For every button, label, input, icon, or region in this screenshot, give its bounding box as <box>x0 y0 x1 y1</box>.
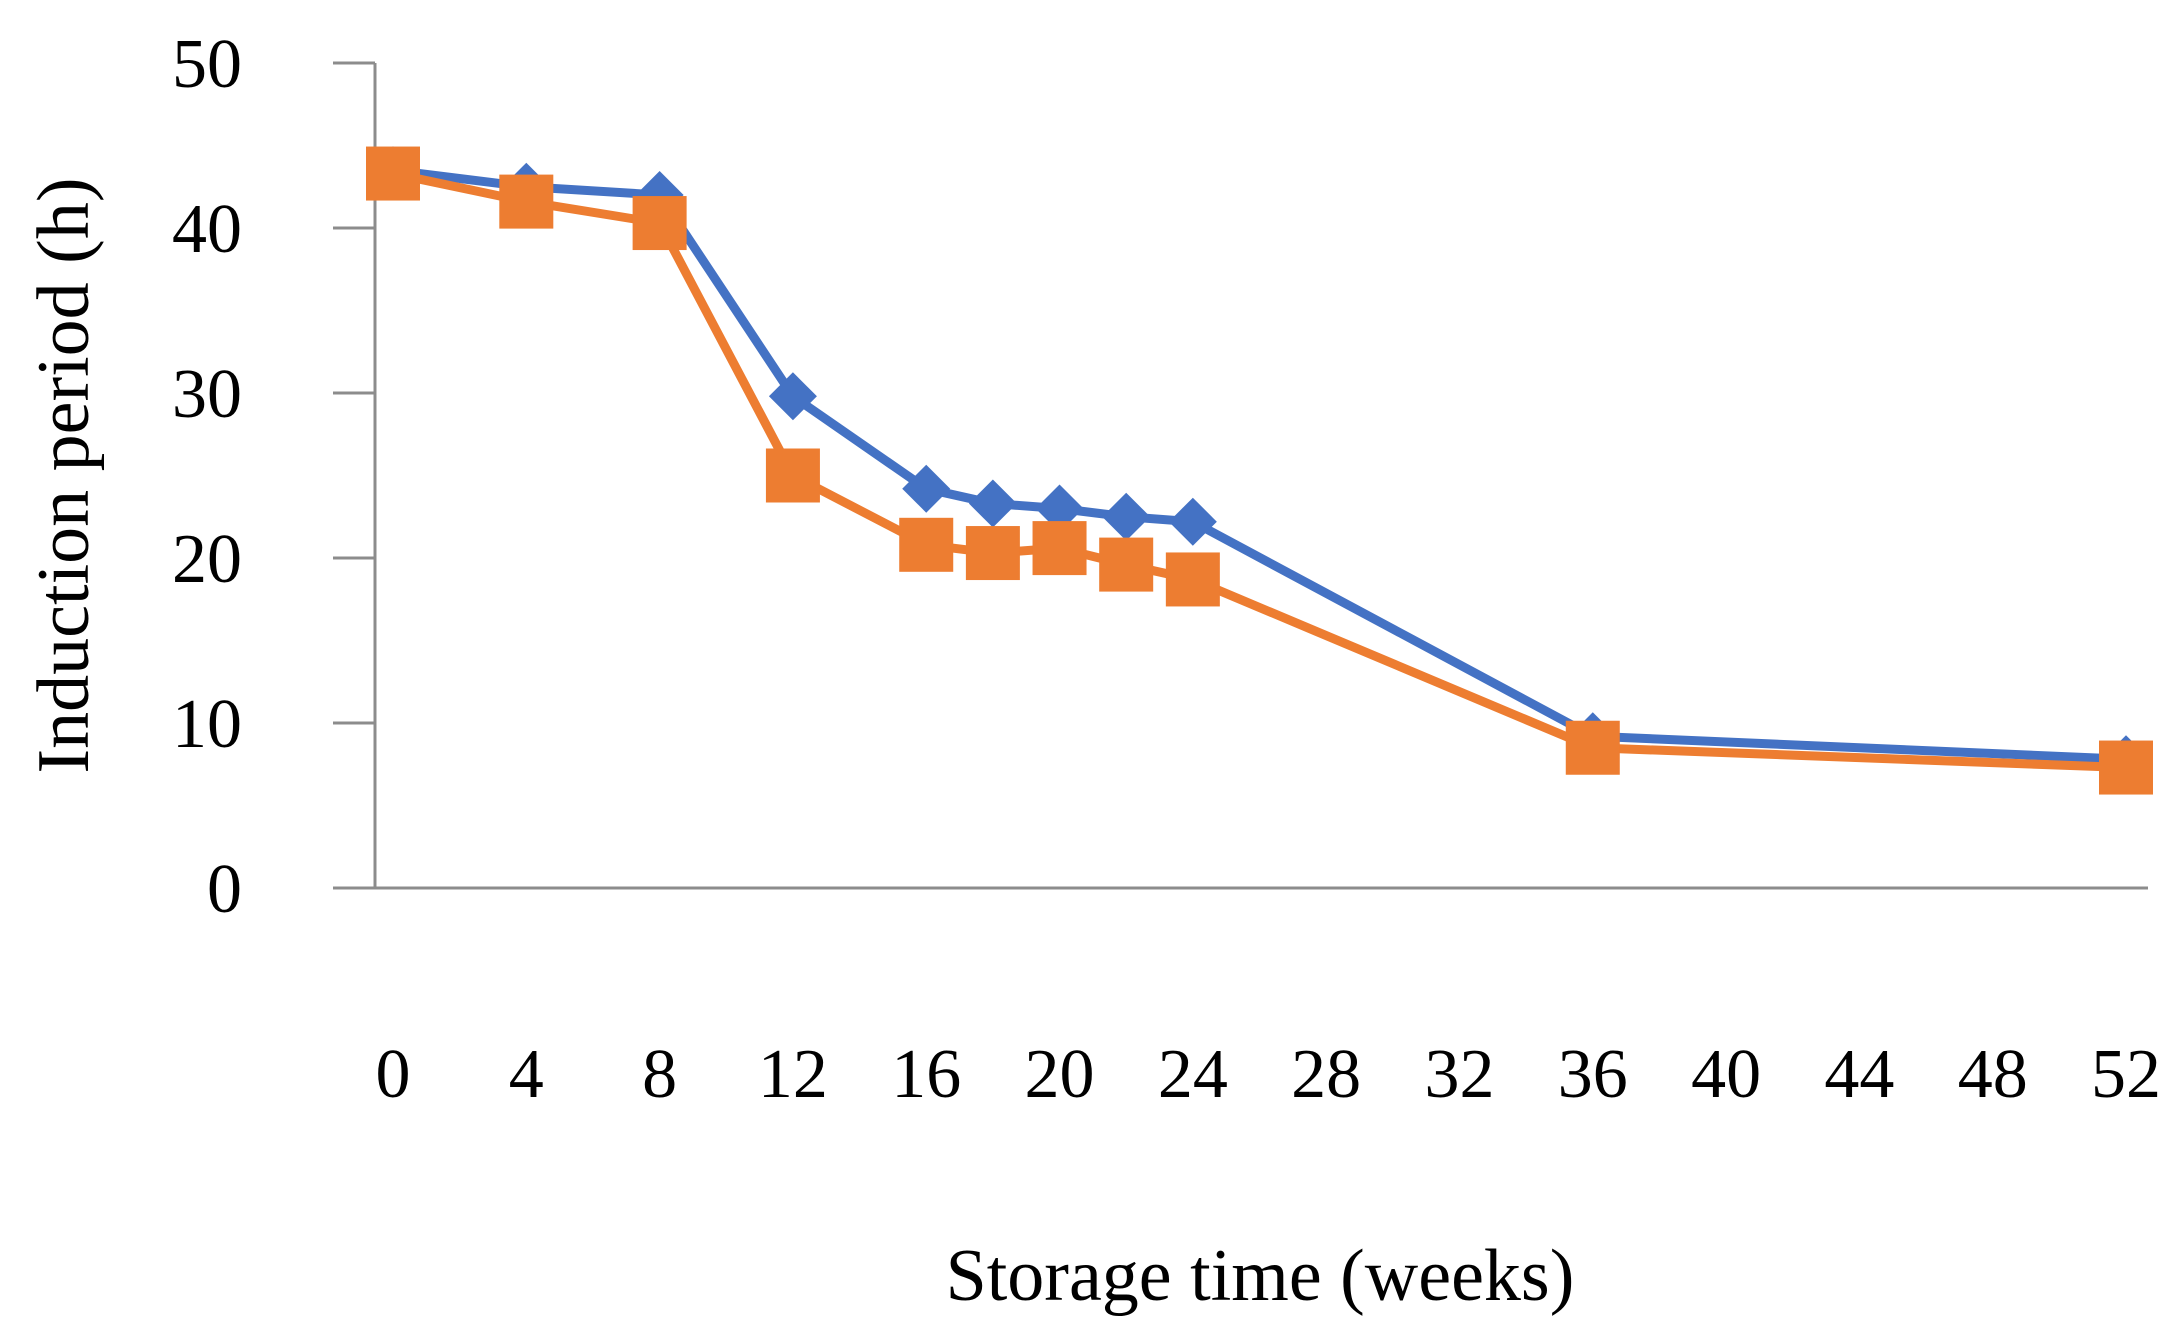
x-tick-label: 12 <box>758 1036 828 1113</box>
x-tick-label: 52 <box>2091 1036 2161 1113</box>
x-tick-label: 16 <box>891 1036 961 1113</box>
data-point-square <box>1165 552 1220 607</box>
y-axis-ticks: 0 10 20 30 40 50 <box>172 26 375 928</box>
data-point-diamond <box>1102 492 1151 541</box>
data-point-square <box>1099 537 1154 592</box>
data-point-square <box>499 174 554 229</box>
y-tick-label: 10 <box>172 686 242 763</box>
y-tick-label: 40 <box>172 191 242 268</box>
x-axis-ticks: 0 4 8 12 16 20 24 28 32 36 40 44 48 52 <box>376 1036 2162 1113</box>
x-tick-label: 48 <box>1958 1036 2028 1113</box>
data-point-square <box>899 517 954 572</box>
series-2 <box>366 146 2153 795</box>
data-point-square <box>632 196 687 251</box>
series-2-line <box>392 169 2127 773</box>
x-tick-label: 28 <box>1291 1036 1361 1113</box>
x-tick-label: 20 <box>1025 1036 1095 1113</box>
data-point-square <box>2099 740 2153 795</box>
series-1-line <box>392 165 2127 764</box>
y-tick-label: 50 <box>172 26 242 103</box>
x-tick-label: 40 <box>1691 1036 1761 1113</box>
series-layer <box>366 146 2153 795</box>
x-tick-label: 8 <box>642 1036 677 1113</box>
data-point-square <box>965 526 1020 581</box>
data-point-diamond <box>1168 497 1217 546</box>
data-point-diamond <box>768 372 817 421</box>
y-axis-title: Induction period (h) <box>23 178 105 774</box>
x-tick-label: 32 <box>1424 1036 1494 1113</box>
x-tick-label: 24 <box>1158 1036 1228 1113</box>
data-point-square <box>1565 720 1620 775</box>
data-point-diamond <box>968 479 1017 528</box>
data-point-diamond <box>1035 484 1084 533</box>
x-tick-label: 44 <box>1824 1036 1894 1113</box>
x-axis-title: Storage time (weeks) <box>946 1235 1575 1317</box>
y-tick-label: 20 <box>172 521 242 598</box>
y-tick-label: 30 <box>172 356 242 433</box>
x-tick-label: 36 <box>1558 1036 1628 1113</box>
x-tick-label: 4 <box>509 1036 544 1113</box>
data-point-diamond <box>902 464 951 513</box>
data-point-square <box>1032 521 1087 576</box>
data-point-square <box>765 448 820 503</box>
y-tick-label: 0 <box>207 851 242 928</box>
x-tick-label: 0 <box>376 1036 411 1113</box>
data-point-square <box>366 146 420 201</box>
